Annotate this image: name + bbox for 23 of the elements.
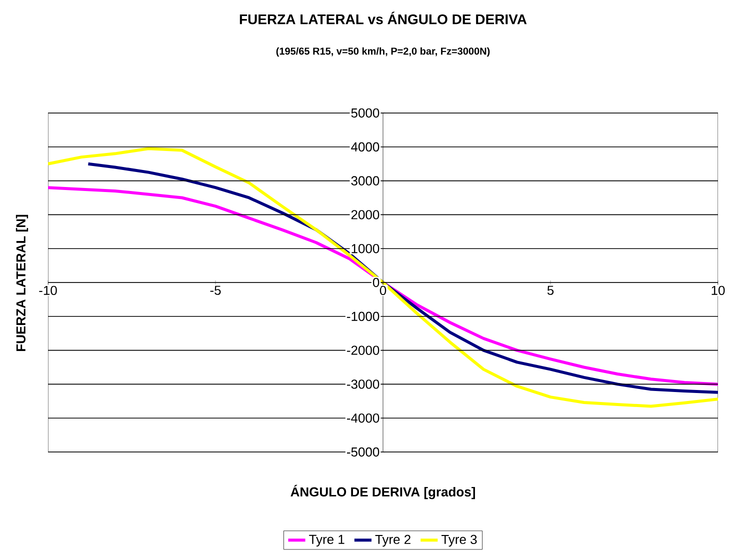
y-tick-label: -3000 bbox=[347, 380, 380, 389]
legend-label: Tyre 2 bbox=[375, 534, 410, 547]
y-tick-label: 3000 bbox=[351, 176, 380, 186]
y-tick-label: -4000 bbox=[347, 413, 380, 423]
x-axis-title: ÁNGULO DE DERIVA [grados] bbox=[290, 484, 475, 500]
x-tick-label: -5 bbox=[210, 286, 221, 295]
y-tick-label: -2000 bbox=[347, 346, 380, 355]
chart-title: FUERZA LATERAL vs ÁNGULO DE DERIVA bbox=[240, 12, 527, 24]
y-tick-label: 5000 bbox=[351, 108, 380, 118]
y-tick-label: -5000 bbox=[347, 447, 380, 457]
legend-label: Tyre 1 bbox=[309, 534, 344, 547]
y-axis-title: FUERZA LATERAL [N] bbox=[16, 214, 28, 351]
y-tick-label: -1000 bbox=[347, 312, 380, 321]
y-tick-label: 2000 bbox=[351, 210, 380, 220]
y-tick-label: 4000 bbox=[351, 142, 380, 152]
x-tick-label: 5 bbox=[547, 286, 554, 295]
y-tick-label: 1000 bbox=[352, 244, 380, 254]
y-tick-label: 0 bbox=[372, 278, 380, 288]
x-tick-label: 0 bbox=[380, 286, 386, 296]
x-tick-label: 10 bbox=[712, 286, 725, 296]
chart-subtitle: (195/65 R15, v=50 km/h, P=2,0 bar, Fz=3000N) bbox=[276, 47, 490, 57]
x-tick-label: -10 bbox=[39, 286, 57, 296]
legend-label: Tyre 3 bbox=[441, 534, 477, 547]
